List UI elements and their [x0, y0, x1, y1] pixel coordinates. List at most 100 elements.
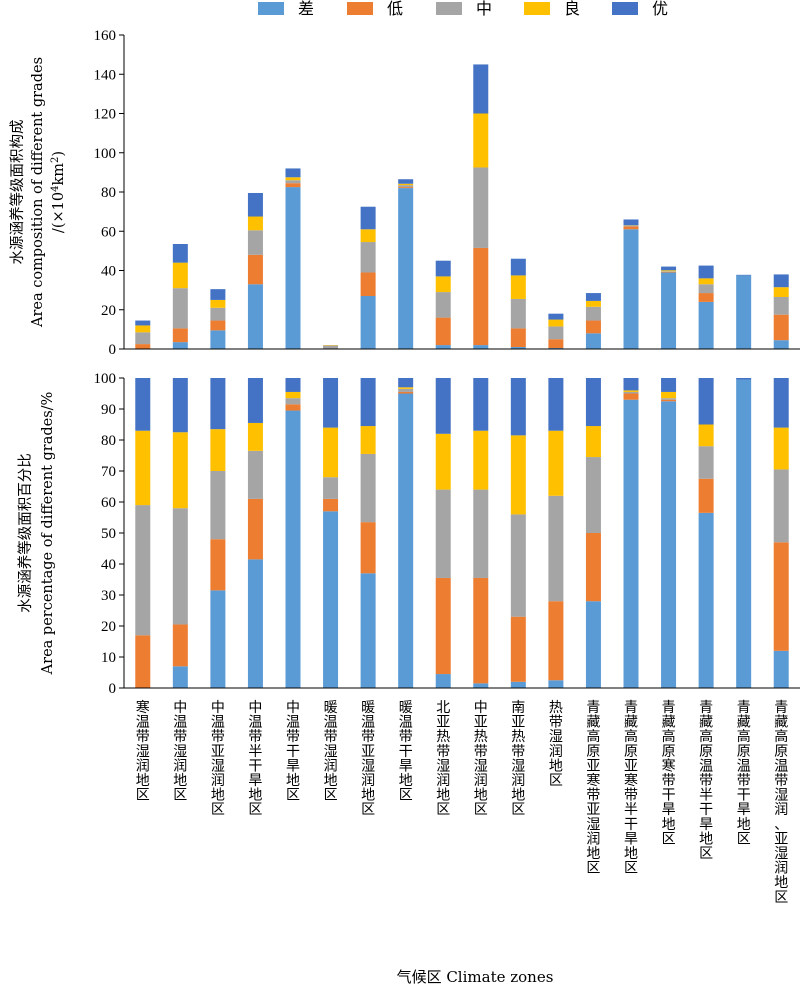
bottom-bar-segment: [585, 533, 601, 602]
top-bar-segment: [172, 288, 188, 329]
bottom-bar-segment: [548, 680, 564, 688]
top-bar-segment: [135, 325, 151, 333]
category-label: 青藏高原亚寒带亚湿润地区: [586, 700, 600, 877]
bottom-bar-segment: [247, 450, 263, 499]
bottom-bar-segment: [285, 398, 301, 405]
top-bar-segment: [548, 313, 564, 320]
bottom-bar-segment: [773, 469, 789, 543]
bottom-bar-segment: [773, 427, 789, 470]
category-label: 暖温带亚湿润地区: [361, 700, 375, 818]
bottom-bar-segment: [360, 426, 376, 454]
category-label: 南亚热带湿润地区: [511, 700, 525, 818]
bottom-bar-segment: [510, 514, 526, 617]
category-label: 青藏高原寒带干旱地区: [662, 700, 676, 847]
legend-label: 优: [652, 0, 668, 18]
top-bar-segment: [698, 284, 714, 294]
top-y-tick-label: 120: [94, 107, 117, 123]
bottom-bar-segment: [323, 477, 339, 499]
top-bar-segment: [398, 188, 414, 349]
bottom-bar-segment: [172, 624, 188, 667]
bottom-bar-segment: [360, 378, 376, 427]
bottom-y-tick-label: 20: [101, 619, 116, 635]
top-bar-segment: [585, 300, 601, 307]
top-bar-segment: [285, 183, 301, 188]
top-bar-segment: [247, 192, 263, 217]
bottom-bar-segment: [661, 399, 677, 402]
legend-label: 差: [298, 0, 314, 18]
bottom-bar-segment: [435, 378, 451, 434]
top-bar-segment: [623, 225, 639, 227]
top-bar-segment: [510, 298, 526, 329]
top-bar-segment: [435, 317, 451, 346]
bottom-y-tick-label: 80: [101, 433, 116, 449]
bottom-bar-segment: [135, 505, 151, 636]
bottom-bar-segment: [623, 399, 639, 688]
bottom-bar-segment: [247, 422, 263, 451]
legend-swatch: [524, 2, 550, 15]
bottom-bar-segment: [210, 429, 226, 471]
top-ylabel-en: Area composition of different grades: [30, 57, 46, 328]
bottom-bar-segment: [323, 378, 339, 428]
bottom-bar-segment: [698, 478, 714, 513]
top-bar-segment: [435, 276, 451, 293]
top-bar-segment: [736, 275, 752, 349]
top-bar-segment: [247, 230, 263, 255]
bottom-bars: [135, 378, 789, 688]
category-label: 寒温带湿润地区: [136, 699, 150, 804]
category-label: 暖温带湿润地区: [324, 700, 338, 804]
bottom-bar-segment: [773, 542, 789, 651]
bottom-bar-segment: [510, 435, 526, 515]
bottom-bar-segment: [323, 498, 339, 512]
bottom-bar-segment: [210, 590, 226, 688]
legend-label: 中: [476, 0, 492, 18]
top-ylabel-unit: /(×104km2): [50, 151, 68, 233]
top-bar-segment: [510, 258, 526, 276]
top-bar-segment: [698, 293, 714, 302]
top-bar-segment: [285, 187, 301, 349]
bottom-bar-segment: [548, 430, 564, 496]
bottom-y-tick-label: 100: [94, 371, 117, 387]
legend-swatch: [347, 2, 373, 15]
bottom-y-tick-label: 70: [101, 464, 116, 480]
top-bar-segment: [210, 289, 226, 300]
top-bar-segment: [398, 183, 414, 186]
legend-label: 良: [564, 0, 580, 18]
top-bar-segment: [585, 320, 601, 334]
bottom-bar-segment: [398, 393, 414, 688]
bottom-ylabel-cn: 水源涵养等级面积百分比: [16, 453, 34, 613]
bottom-bar-segment: [661, 398, 677, 400]
top-y-tick-label: 160: [94, 28, 117, 44]
top-bar-segment: [210, 320, 226, 331]
top-bar-segment: [323, 345, 339, 349]
bottom-y-tick-label: 60: [101, 495, 116, 511]
top-bar-segment: [698, 278, 714, 285]
top-bar-segment: [661, 266, 677, 271]
bottom-bar-segment: [360, 453, 376, 523]
top-bar-segment: [585, 306, 601, 321]
category-label: 青藏高原温带干旱地区: [737, 700, 751, 847]
top-bar-segment: [661, 272, 677, 349]
top-bar-segment: [135, 320, 151, 326]
category-labels: 寒温带湿润地区 中温带湿润地区 中温带亚湿润地区 中温带半干旱地区 中温带干旱地区 暖温带…: [136, 699, 788, 906]
top-bar-segment: [585, 333, 601, 349]
bottom-bar-segment: [585, 378, 601, 427]
bottom-bar-segment: [585, 457, 601, 533]
bottom-y-tick-label: 30: [101, 588, 116, 604]
category-label: 青藏高原温带湿润、亚湿润地区: [774, 700, 788, 906]
top-bar-segment: [135, 344, 151, 349]
bottom-bar-segment: [210, 378, 226, 430]
bottom-bar-segment: [661, 391, 677, 399]
top-bar-segment: [210, 330, 226, 349]
top-bar-segment: [773, 274, 789, 288]
bottom-bar-segment: [360, 522, 376, 574]
bottom-bar-segment: [510, 378, 526, 436]
category-label: 中温带湿润地区: [173, 700, 187, 804]
top-bar-segment: [623, 226, 639, 230]
top-bar-segment: [698, 301, 714, 349]
bottom-bar-segment: [135, 635, 151, 688]
bottom-bar-segment: [210, 539, 226, 591]
top-bar-segment: [398, 179, 414, 184]
top-bar-segment: [661, 271, 677, 272]
bottom-bar-segment: [698, 424, 714, 447]
bottom-bar-segment: [623, 390, 639, 392]
